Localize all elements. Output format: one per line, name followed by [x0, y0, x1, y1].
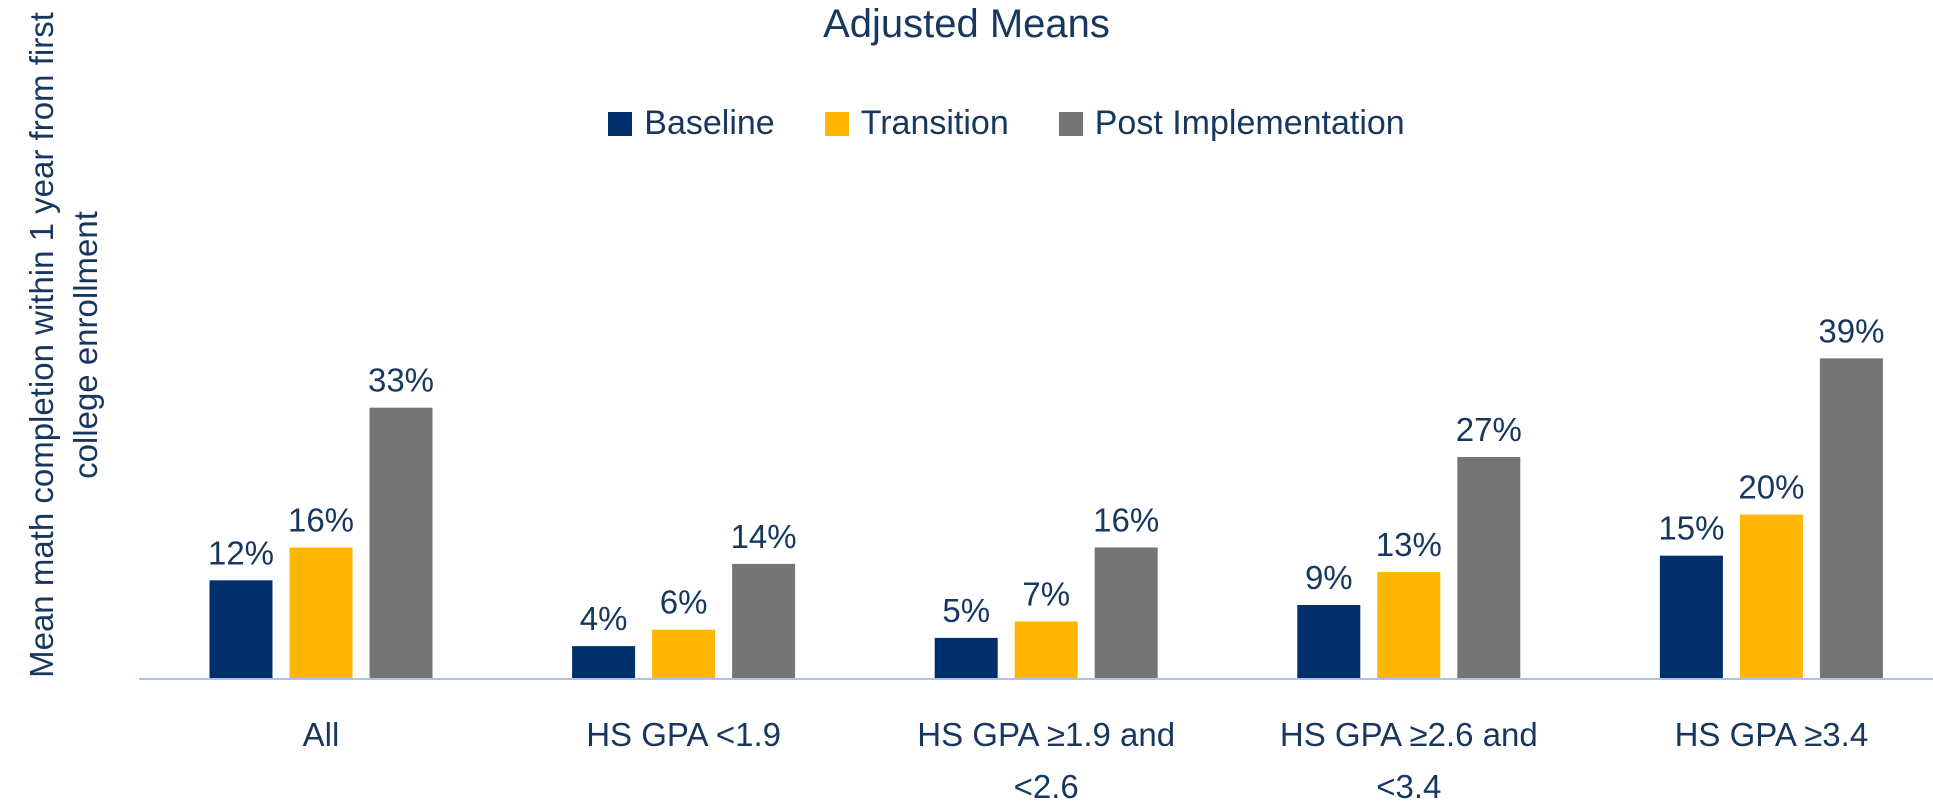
x-tick-label: All: [302, 716, 340, 753]
x-tick-label: HS GPA ≥1.9 and <2.6: [917, 716, 1176, 804]
legend-swatch: [824, 111, 849, 136]
data-label: 7%: [1022, 575, 1070, 612]
legend-swatch: [608, 111, 633, 136]
data-label: 13%: [1376, 526, 1442, 563]
data-label: 27%: [1456, 411, 1522, 448]
bar: [1457, 457, 1521, 679]
legend-item: Transition: [824, 104, 1009, 143]
bar: [369, 407, 433, 679]
data-label: 12%: [208, 534, 274, 571]
data-label: 20%: [1738, 469, 1804, 506]
data-label: 33%: [368, 362, 434, 399]
data-label: 4%: [580, 600, 628, 637]
chart-title: Adjusted Means: [823, 2, 1110, 46]
legend-label: Transition: [860, 104, 1009, 142]
bar: [572, 646, 636, 679]
legend: Baseline Transition Post Implementation: [40, 104, 1933, 143]
data-label: 14%: [731, 518, 797, 555]
data-label: 15%: [1658, 510, 1724, 547]
bar: [1014, 621, 1078, 679]
legend-item: Baseline: [608, 104, 775, 143]
legend-item: Post Implementation: [1058, 104, 1405, 143]
x-tick-label: HS GPA ≥3.4: [1674, 716, 1869, 753]
data-label: 6%: [660, 584, 708, 621]
bar: [209, 580, 273, 679]
legend-label: Baseline: [644, 104, 775, 142]
bar: [1297, 605, 1361, 679]
bar: [1659, 555, 1723, 679]
data-label: 16%: [288, 501, 354, 538]
data-label: 9%: [1305, 559, 1353, 596]
bar: [289, 547, 353, 679]
bar: [1739, 514, 1803, 679]
data-label: 16%: [1093, 501, 1159, 538]
x-tick-label: HS GPA ≥2.6 and <3.4: [1279, 716, 1538, 804]
legend-swatch: [1058, 111, 1083, 136]
data-label: 39%: [1818, 312, 1884, 349]
data-label: 5%: [942, 592, 990, 629]
bar: [934, 637, 998, 679]
bar: [732, 563, 796, 679]
bar: [1377, 572, 1441, 679]
bar: [1094, 547, 1158, 679]
x-tick-label: HS GPA <1.9: [586, 716, 781, 753]
legend-label: Post Implementation: [1094, 104, 1405, 142]
bar: [652, 629, 716, 679]
bar: [1819, 358, 1883, 679]
